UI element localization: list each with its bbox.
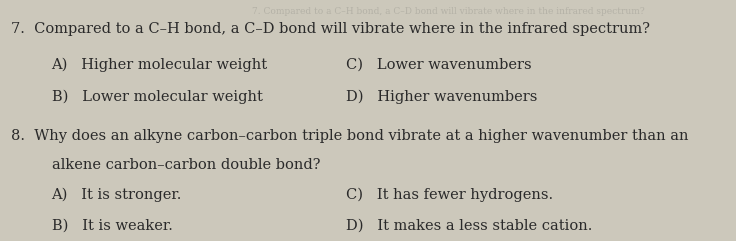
Text: 7. Compared to a C–H bond, a C–D bond will vibrate where in the infrared spectru: 7. Compared to a C–H bond, a C–D bond wi… [91, 7, 645, 16]
Text: B)   Lower molecular weight: B) Lower molecular weight [52, 89, 263, 104]
Text: 7.  Compared to a C–H bond, a C–D bond will vibrate where in the infrared spectr: 7. Compared to a C–H bond, a C–D bond wi… [11, 22, 650, 36]
Text: alkene carbon–carbon double bond?: alkene carbon–carbon double bond? [52, 158, 320, 172]
Text: D)   Higher wavenumbers: D) Higher wavenumbers [346, 89, 537, 104]
Text: B)   It is weaker.: B) It is weaker. [52, 218, 172, 232]
Text: C)   It has fewer hydrogens.: C) It has fewer hydrogens. [346, 188, 553, 202]
Text: 8.  Why does an alkyne carbon–carbon triple bond vibrate at a higher wavenumber : 8. Why does an alkyne carbon–carbon trip… [11, 129, 689, 143]
Text: A)   Higher molecular weight: A) Higher molecular weight [52, 58, 268, 72]
Text: A)   It is stronger.: A) It is stronger. [52, 188, 182, 202]
Text: D)   It makes a less stable cation.: D) It makes a less stable cation. [346, 218, 592, 232]
Text: C)   Lower wavenumbers: C) Lower wavenumbers [346, 58, 531, 72]
